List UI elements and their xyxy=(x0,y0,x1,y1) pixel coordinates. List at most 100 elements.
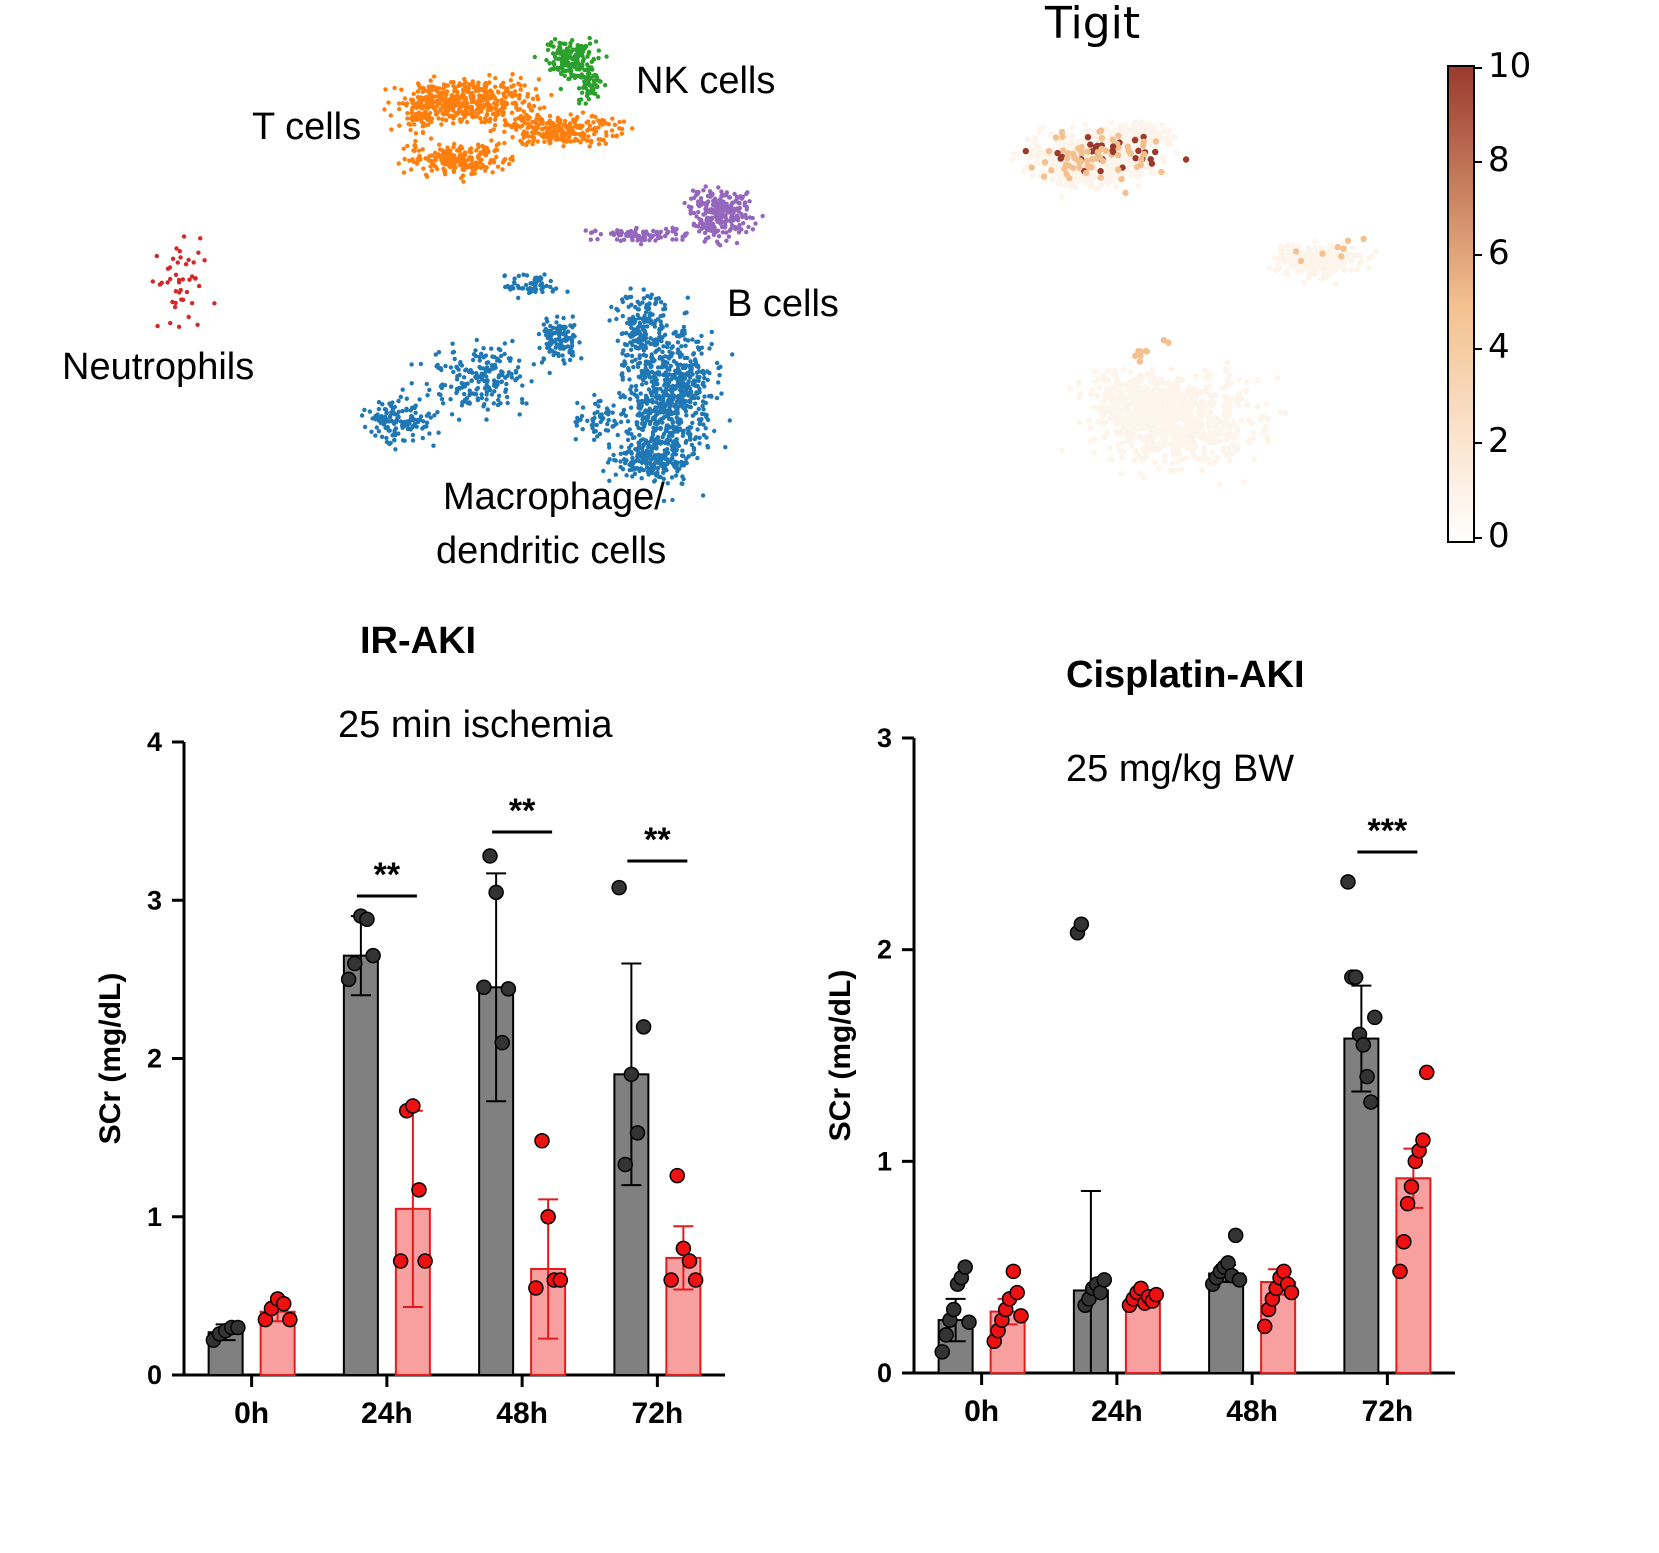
umap-point-t-cells xyxy=(458,153,463,158)
umap-point-macrophage xyxy=(697,421,702,427)
umap-point-neutrophils xyxy=(168,320,173,326)
tigit-point-low xyxy=(1162,458,1169,465)
umap-point-macrophage xyxy=(511,286,516,291)
umap-point-nk-cells xyxy=(575,55,580,60)
umap-point-t-cells xyxy=(499,82,504,88)
umap-point-t-cells xyxy=(517,92,522,98)
tigit-point-low xyxy=(1132,447,1139,454)
tigit-point-low xyxy=(1152,459,1158,466)
umap-point-t-cells xyxy=(532,135,537,141)
umap-point-macrophage xyxy=(693,411,698,416)
umap-point-macrophage xyxy=(428,415,433,420)
umap-point-t-cells xyxy=(487,72,492,78)
umap-point-t-cells xyxy=(420,147,425,152)
umap-point-macrophage xyxy=(680,481,685,486)
tigit-point-low xyxy=(1119,129,1126,135)
tigit-point-high xyxy=(1110,148,1117,156)
tigit-point-high xyxy=(1059,153,1066,161)
tigit-point-low xyxy=(1143,452,1150,459)
umap-point-macrophage xyxy=(657,335,662,340)
umap-point-macrophage xyxy=(392,428,397,433)
umap-point-macrophage xyxy=(570,325,575,330)
tigit-point-high xyxy=(1122,189,1129,197)
umap-point-macrophage xyxy=(643,335,649,341)
umap-point-t-cells xyxy=(425,156,430,161)
umap-point-macrophage xyxy=(691,447,697,452)
umap-point-nk-cells xyxy=(583,86,589,91)
umap-point-nk-cells xyxy=(545,47,551,53)
tigit-point-low xyxy=(1220,384,1227,391)
umap-point-nk-cells xyxy=(595,84,600,89)
umap-point-t-cells xyxy=(469,157,474,163)
umap-point-nk-cells xyxy=(593,39,599,44)
umap-point-t-cells xyxy=(476,80,481,85)
tigit-point-low xyxy=(1238,417,1244,424)
umap-point-t-cells xyxy=(405,111,410,116)
umap-point-t-cells xyxy=(447,164,452,169)
umap-point-macrophage xyxy=(681,324,687,330)
tigit-point-low xyxy=(1117,470,1124,477)
umap-point-macrophage xyxy=(479,395,484,401)
tigit-point-low xyxy=(1290,242,1297,249)
tigit-point-high xyxy=(1319,250,1326,257)
umap-point-macrophage xyxy=(400,423,405,428)
umap-point-macrophage xyxy=(517,412,522,417)
umap-point-nk-cells xyxy=(547,61,552,66)
umap-point-t-cells xyxy=(412,148,417,153)
umap-point-t-cells xyxy=(481,148,487,153)
tigit-point-low xyxy=(1222,407,1229,414)
umap-point-macrophage xyxy=(390,407,395,412)
tigit-point-low xyxy=(1227,431,1234,438)
umap-point-t-cells xyxy=(426,122,431,127)
tigit-point-low xyxy=(1171,134,1178,141)
umap-point-macrophage xyxy=(650,408,656,414)
umap-point-t-cells xyxy=(442,84,448,89)
tigit-point-low xyxy=(1264,433,1271,440)
tigit-point-low xyxy=(1115,419,1122,426)
tigit-point-low xyxy=(1032,134,1039,141)
umap-point-macrophage xyxy=(661,402,667,407)
umap-point-macrophage xyxy=(400,438,406,443)
umap-point-macrophage xyxy=(696,347,702,352)
umap-point-macrophage xyxy=(387,401,392,406)
umap-point-nk-cells xyxy=(586,71,591,77)
umap-point-macrophage xyxy=(479,376,484,382)
umap-point-b-cells xyxy=(722,213,728,218)
umap-point-macrophage xyxy=(651,341,657,346)
umap-point-macrophage xyxy=(654,446,659,451)
umap-point-t-cells xyxy=(612,122,618,128)
umap-point-b-cells xyxy=(740,214,745,220)
umap-point-macrophage xyxy=(474,387,479,392)
umap-point-t-cells xyxy=(502,92,507,98)
umap-point-t-cells xyxy=(507,161,512,167)
umap-point-macrophage xyxy=(569,345,574,351)
umap-point-macrophage xyxy=(438,392,443,398)
umap-point-macrophage xyxy=(485,366,490,372)
umap-point-t-cells xyxy=(495,89,501,94)
umap-point-macrophage xyxy=(596,404,601,409)
umap-point-t-cells xyxy=(485,107,490,113)
tigit-point-high xyxy=(1141,150,1148,158)
umap-point-macrophage xyxy=(633,304,638,310)
umap-point-macrophage xyxy=(493,384,499,389)
tigit-point-low xyxy=(1319,256,1326,263)
tigit-point-low xyxy=(1139,122,1146,129)
umap-point-t-cells xyxy=(520,100,525,105)
umap-point-b-cells xyxy=(716,208,721,213)
tigit-point-low xyxy=(1151,170,1158,177)
umap-point-neutrophils xyxy=(159,280,164,285)
umap-point-t-cells xyxy=(494,143,499,148)
umap-point-macrophage xyxy=(671,359,677,364)
tigit-point-low xyxy=(1348,266,1355,273)
umap-point-macrophage xyxy=(684,456,689,461)
umap-point-t-cells xyxy=(534,116,539,121)
umap-point-macrophage xyxy=(609,304,614,310)
umap-point-b-cells xyxy=(701,188,706,193)
umap-point-macrophage xyxy=(545,319,550,324)
tigit-point-low xyxy=(1128,433,1135,440)
umap-point-macrophage xyxy=(650,399,656,404)
umap-point-t-cells xyxy=(488,128,493,134)
umap-point-macrophage xyxy=(685,295,690,300)
tigit-point-low xyxy=(1127,392,1134,399)
umap-point-macrophage xyxy=(639,467,644,472)
